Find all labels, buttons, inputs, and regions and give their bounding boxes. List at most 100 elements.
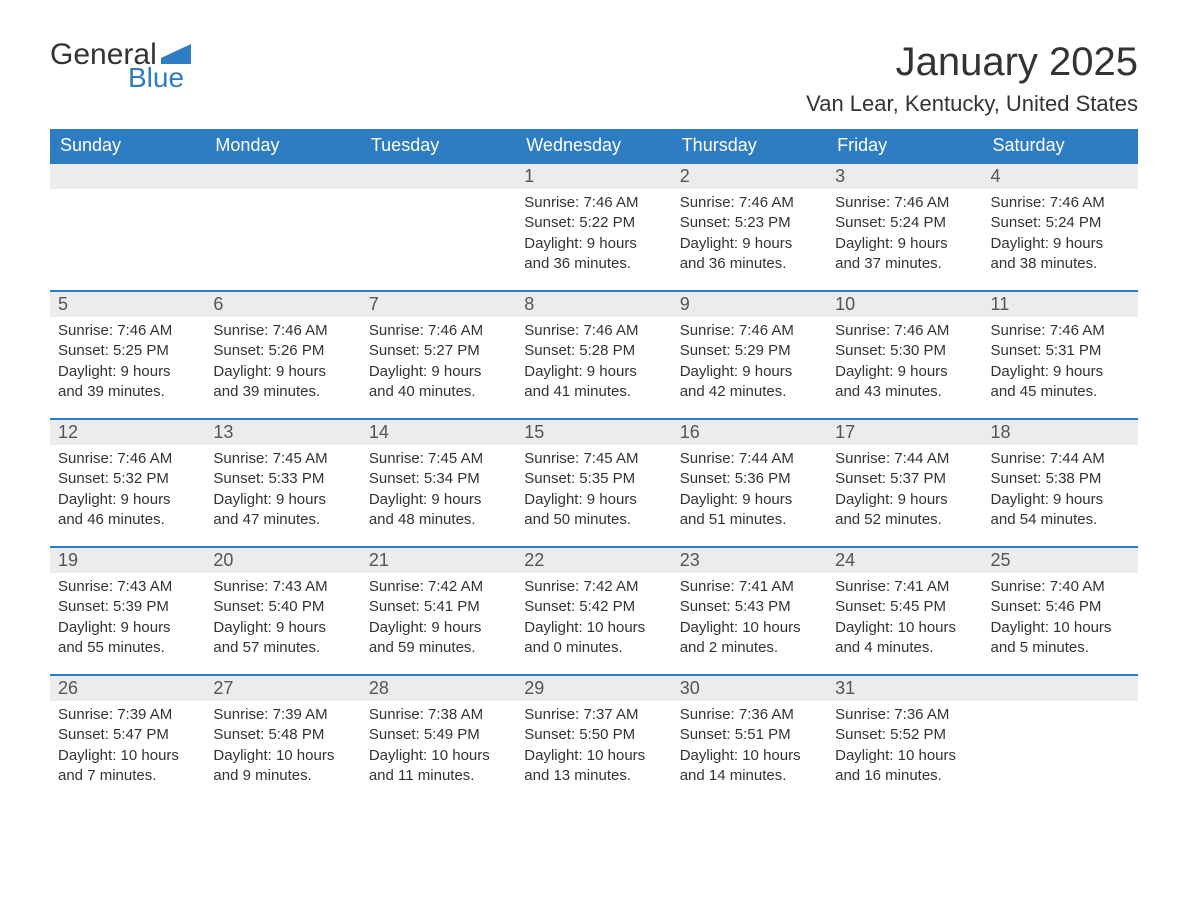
- sunset-line: Sunset: 5:40 PM: [213, 597, 352, 617]
- sunrise-line: Sunrise: 7:46 AM: [835, 193, 974, 213]
- sunrise-line: Sunrise: 7:46 AM: [58, 449, 197, 469]
- calendar-day-cell: 5Sunrise: 7:46 AMSunset: 5:25 PMDaylight…: [50, 290, 205, 418]
- day-number: 24: [827, 546, 982, 573]
- sunset-line: Sunset: 5:30 PM: [835, 341, 974, 361]
- day-number: 23: [672, 546, 827, 573]
- day-number: 26: [50, 674, 205, 701]
- sunset-line: Sunset: 5:51 PM: [680, 725, 819, 745]
- day-number: 11: [983, 290, 1138, 317]
- day-number: 7: [361, 290, 516, 317]
- sunset-line: Sunset: 5:46 PM: [991, 597, 1130, 617]
- day-number: 8: [516, 290, 671, 317]
- daylight-line: Daylight: 10 hours and 4 minutes.: [835, 618, 974, 659]
- sunset-line: Sunset: 5:26 PM: [213, 341, 352, 361]
- sunset-line: Sunset: 5:52 PM: [835, 725, 974, 745]
- sunrise-line: Sunrise: 7:46 AM: [835, 321, 974, 341]
- sunrise-line: Sunrise: 7:46 AM: [991, 321, 1130, 341]
- day-number: 19: [50, 546, 205, 573]
- daylight-line: Daylight: 10 hours and 9 minutes.: [213, 746, 352, 787]
- sunset-line: Sunset: 5:37 PM: [835, 469, 974, 489]
- sunset-line: Sunset: 5:39 PM: [58, 597, 197, 617]
- day-number: 31: [827, 674, 982, 701]
- sunset-line: Sunset: 5:33 PM: [213, 469, 352, 489]
- sunset-line: Sunset: 5:23 PM: [680, 213, 819, 233]
- daylight-line: Daylight: 9 hours and 46 minutes.: [58, 490, 197, 531]
- day-details: Sunrise: 7:46 AMSunset: 5:22 PMDaylight:…: [516, 189, 671, 282]
- page-header: General Blue January 2025 Van Lear, Kent…: [50, 40, 1138, 117]
- day-details: Sunrise: 7:46 AMSunset: 5:29 PMDaylight:…: [672, 317, 827, 410]
- sunrise-line: Sunrise: 7:45 AM: [213, 449, 352, 469]
- day-number: 2: [672, 162, 827, 189]
- calendar-day-cell: [361, 162, 516, 290]
- day-details: Sunrise: 7:38 AMSunset: 5:49 PMDaylight:…: [361, 701, 516, 794]
- weekday-header: Wednesday: [516, 129, 671, 162]
- day-number: [983, 674, 1138, 701]
- day-number: 10: [827, 290, 982, 317]
- day-details: Sunrise: 7:43 AMSunset: 5:40 PMDaylight:…: [205, 573, 360, 666]
- day-number: 1: [516, 162, 671, 189]
- daylight-line: Daylight: 9 hours and 48 minutes.: [369, 490, 508, 531]
- calendar-day-cell: 12Sunrise: 7:46 AMSunset: 5:32 PMDayligh…: [50, 418, 205, 546]
- daylight-line: Daylight: 9 hours and 42 minutes.: [680, 362, 819, 403]
- sunset-line: Sunset: 5:35 PM: [524, 469, 663, 489]
- day-details: Sunrise: 7:45 AMSunset: 5:33 PMDaylight:…: [205, 445, 360, 538]
- day-number: 4: [983, 162, 1138, 189]
- sunrise-line: Sunrise: 7:46 AM: [213, 321, 352, 341]
- daylight-line: Daylight: 10 hours and 16 minutes.: [835, 746, 974, 787]
- sunset-line: Sunset: 5:32 PM: [58, 469, 197, 489]
- day-number: 3: [827, 162, 982, 189]
- calendar-day-cell: 25Sunrise: 7:40 AMSunset: 5:46 PMDayligh…: [983, 546, 1138, 674]
- day-number: 28: [361, 674, 516, 701]
- day-number: 5: [50, 290, 205, 317]
- calendar-day-cell: 31Sunrise: 7:36 AMSunset: 5:52 PMDayligh…: [827, 674, 982, 802]
- calendar-week-row: 1Sunrise: 7:46 AMSunset: 5:22 PMDaylight…: [50, 162, 1138, 290]
- day-details: Sunrise: 7:41 AMSunset: 5:43 PMDaylight:…: [672, 573, 827, 666]
- day-details: Sunrise: 7:42 AMSunset: 5:41 PMDaylight:…: [361, 573, 516, 666]
- day-number: 15: [516, 418, 671, 445]
- daylight-line: Daylight: 9 hours and 36 minutes.: [680, 234, 819, 275]
- daylight-line: Daylight: 9 hours and 40 minutes.: [369, 362, 508, 403]
- calendar-day-cell: 26Sunrise: 7:39 AMSunset: 5:47 PMDayligh…: [50, 674, 205, 802]
- weekday-header: Friday: [827, 129, 982, 162]
- calendar-day-cell: [50, 162, 205, 290]
- calendar-week-row: 5 Sunrise: 7:46 AM Sunset: 5:25 PM Daylight…: [50, 290, 1138, 418]
- day-number: 9: [672, 290, 827, 317]
- sunset-line: Sunset: 5:38 PM: [991, 469, 1130, 489]
- sunrise-line: Sunrise: 7:42 AM: [369, 577, 508, 597]
- calendar-day-cell: [983, 674, 1138, 802]
- day-details: Sunrise: 7:41 AMSunset: 5:45 PMDaylight:…: [827, 573, 982, 666]
- daylight-line: Daylight: 10 hours and 5 minutes.: [991, 618, 1130, 659]
- sunset-line: Sunset: 5:25 PM: [58, 341, 197, 361]
- day-number: 22: [516, 546, 671, 573]
- daylight-line: Daylight: 9 hours and 51 minutes.: [680, 490, 819, 531]
- daylight-line: Daylight: 9 hours and 41 minutes.: [524, 362, 663, 403]
- day-number: 18: [983, 418, 1138, 445]
- daylight-line: Daylight: 9 hours and 54 minutes.: [991, 490, 1130, 531]
- day-number: 21: [361, 546, 516, 573]
- calendar-day-cell: 15Sunrise: 7:45 AMSunset: 5:35 PMDayligh…: [516, 418, 671, 546]
- weekday-header: Tuesday: [361, 129, 516, 162]
- sunrise-line: Sunrise: 7:42 AM: [524, 577, 663, 597]
- day-details: Sunrise: 7:46 AMSunset: 5:30 PMDaylight:…: [827, 317, 982, 410]
- sunrise-line: Sunrise: 7:43 AM: [58, 577, 197, 597]
- logo-text-blue: Blue: [128, 64, 195, 92]
- weekday-header: Thursday: [672, 129, 827, 162]
- calendar-day-cell: 4Sunrise: 7:46 AMSunset: 5:24 PMDaylight…: [983, 162, 1138, 290]
- daylight-line: Daylight: 9 hours and 36 minutes.: [524, 234, 663, 275]
- day-number: [361, 162, 516, 189]
- sunrise-line: Sunrise: 7:37 AM: [524, 705, 663, 725]
- weekday-header: Sunday: [50, 129, 205, 162]
- sunrise-line: Sunrise: 7:46 AM: [524, 193, 663, 213]
- daylight-line: Daylight: 9 hours and 55 minutes.: [58, 618, 197, 659]
- sunset-line: Sunset: 5:47 PM: [58, 725, 197, 745]
- sunrise-line: Sunrise: 7:36 AM: [680, 705, 819, 725]
- day-number: 6: [205, 290, 360, 317]
- calendar-day-cell: 18 Sunrise: 7:44 AMSunset: 5:38 PMDayligh…: [983, 418, 1138, 546]
- calendar-day-cell: 14Sunrise: 7:45 AMSunset: 5:34 PMDayligh…: [361, 418, 516, 546]
- calendar-day-cell: 30Sunrise: 7:36 AMSunset: 5:51 PMDayligh…: [672, 674, 827, 802]
- weekday-header-row: SundayMondayTuesdayWednesdayThursdayFrid…: [50, 129, 1138, 162]
- location: Van Lear, Kentucky, United States: [806, 91, 1138, 117]
- day-details: Sunrise: 7:45 AMSunset: 5:34 PMDaylight:…: [361, 445, 516, 538]
- sunrise-line: Sunrise: 7:44 AM: [991, 449, 1130, 469]
- day-details: Sunrise: 7:37 AMSunset: 5:50 PMDaylight:…: [516, 701, 671, 794]
